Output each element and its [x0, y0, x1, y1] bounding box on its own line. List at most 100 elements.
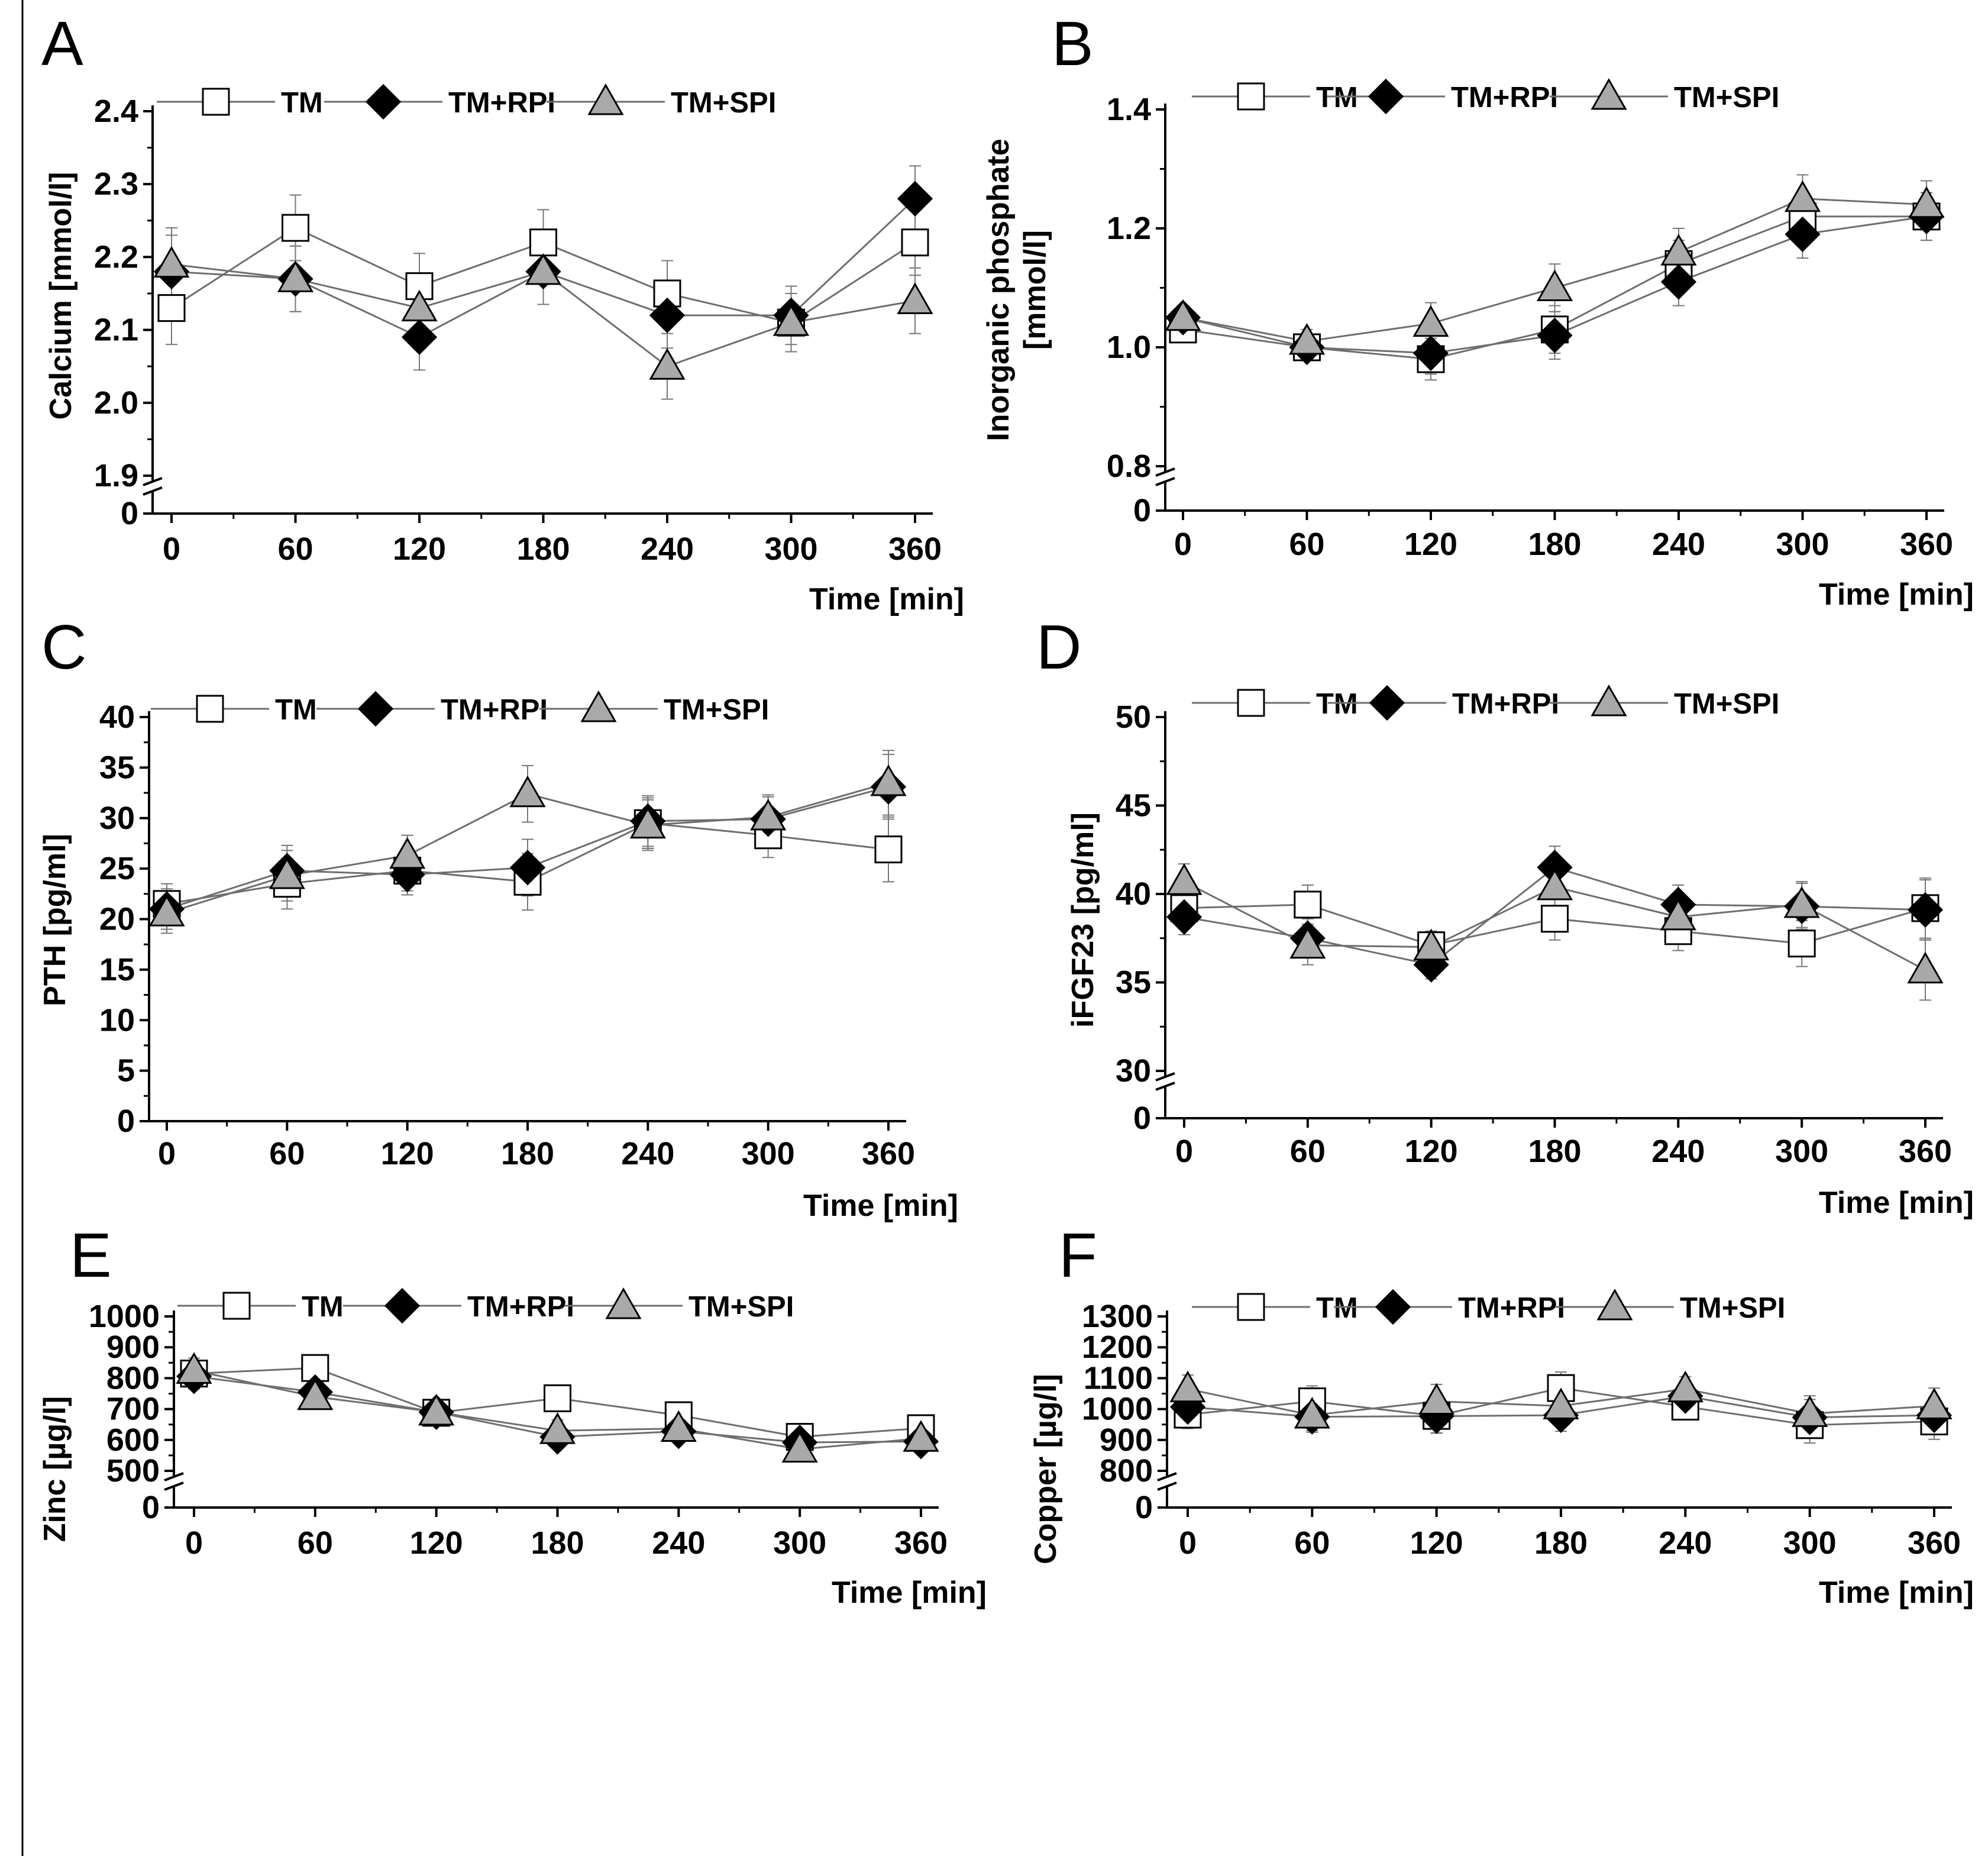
x-tick-label: 180: [501, 1136, 554, 1171]
legend: TM TM+RPI TM+SPI: [1192, 1288, 1785, 1325]
markers-tm-spi: [1166, 863, 1944, 984]
data-point: [277, 260, 314, 292]
data-point: [539, 1412, 576, 1444]
legend-label: TM+RPI: [441, 694, 548, 726]
legend-marker: [1375, 1289, 1411, 1325]
y-tick-label: 900: [1100, 1422, 1153, 1458]
legend-marker: [196, 695, 224, 723]
data-point: [1294, 1397, 1330, 1429]
x-tick-label: 180: [1528, 527, 1581, 562]
y-tick-label-zero: 0: [121, 496, 138, 531]
y-axis-break-mark-1: [143, 477, 163, 486]
x-tick-label: 0: [1174, 527, 1192, 562]
y-tick-label-zero: 0: [1133, 493, 1151, 528]
y-axis-title: Calcium [mmol/l]: [44, 172, 78, 420]
data-point: [176, 1352, 212, 1384]
x-tick-label: 240: [1652, 527, 1705, 562]
y-tick-label: 2.4: [94, 93, 138, 129]
data-point: [1660, 234, 1697, 266]
legend-label: TM+SPI: [671, 87, 776, 119]
x-tick-label: 0: [163, 531, 180, 567]
y-tick-label: 1.4: [1107, 92, 1151, 127]
y-tick-label: 30: [99, 800, 135, 836]
y-axis-break-mark-2: [143, 486, 163, 496]
x-tick-label: 120: [393, 531, 446, 567]
x-tick-label: 360: [1908, 1525, 1961, 1561]
x-tick-label: 0: [185, 1525, 203, 1561]
markers-tm-spi: [153, 246, 933, 380]
y-tick-label: 5: [117, 1053, 135, 1089]
panel-letter: D: [1036, 612, 1082, 682]
x-tick-label: 240: [1651, 1134, 1705, 1169]
legend-label: TM+RPI: [467, 1291, 574, 1323]
y-tick-label: 45: [1116, 788, 1151, 824]
data-point: [649, 297, 686, 334]
legend: TM TM+RPI TM+SPI: [151, 690, 769, 727]
y-tick-label: 40: [99, 699, 135, 735]
y-tick-label-zero: 0: [1135, 1490, 1153, 1525]
x-tick-label: 240: [621, 1136, 674, 1171]
x-tick-label: 300: [742, 1136, 795, 1171]
y-axis-title: Copper [µg/l]: [1029, 1374, 1063, 1564]
data-point: [148, 895, 185, 927]
data-point: [1543, 1387, 1579, 1419]
data-point: [1667, 1370, 1703, 1403]
y-tick-label: 0.8: [1107, 448, 1151, 484]
x-tick-label: 120: [1404, 527, 1457, 562]
x-tick-label: 180: [531, 1525, 584, 1561]
data-point: [1536, 269, 1573, 301]
y-axis-title: Inorganic phosphate[mmol/l]: [981, 138, 1052, 441]
legend-label: TM+SPI: [1674, 82, 1779, 114]
y-axis-break-mark-1: [1155, 1072, 1175, 1082]
data-point: [1289, 927, 1326, 959]
data-point: [509, 850, 546, 886]
data-point: [1785, 216, 1821, 253]
legend-marker: [605, 1287, 642, 1319]
data-point: [1413, 928, 1450, 961]
y-tick-label: 2.3: [94, 166, 138, 202]
legend-marker: [222, 1292, 251, 1320]
x-axis-title: Time [min]: [809, 582, 964, 616]
data-point: [1908, 186, 1945, 218]
data-point: [772, 304, 810, 336]
y-tick-label: 20: [99, 902, 135, 937]
x-tick-label: 300: [1783, 1525, 1837, 1561]
panel-a: A01.92.02.12.22.32.40 60 120 180 240 300 360Ti…: [41, 9, 964, 616]
y-tick-label: 900: [106, 1329, 160, 1365]
y-axis-title-line: [mmol/l]: [1018, 230, 1052, 350]
y-tick-label: 1100: [1084, 1360, 1153, 1396]
x-tick-label: 0: [1175, 1134, 1193, 1169]
data-point: [1916, 1387, 1953, 1419]
legend: TM TM+RPI TM+SPI: [157, 83, 776, 120]
x-tick-label: 60: [277, 531, 313, 567]
data-point: [897, 180, 933, 217]
x-tick-label: 360: [862, 1136, 915, 1171]
data-point: [750, 799, 787, 831]
data-point: [1165, 299, 1201, 331]
y-tick-label: 1.9: [94, 458, 138, 493]
y-tick-label: 15: [99, 952, 135, 987]
y-axis-break-mark-1: [164, 1472, 184, 1481]
data-point: [1784, 180, 1821, 212]
y-tick-label: 600: [106, 1422, 160, 1458]
data-point: [1412, 305, 1449, 337]
markers-tm-spi: [1165, 180, 1945, 355]
x-axis-title: Time [min]: [832, 1576, 987, 1610]
panel-letter: E: [70, 1221, 112, 1290]
legend-marker: [202, 88, 230, 116]
data-point: [269, 857, 305, 889]
legend-marker: [580, 690, 617, 722]
data-point: [297, 1378, 334, 1410]
x-tick-label: 300: [773, 1525, 826, 1561]
legend-marker: [1596, 1288, 1633, 1321]
y-tick-label-zero: 0: [1133, 1100, 1151, 1136]
data-point: [1166, 899, 1203, 935]
panel-b: B 0 0.8 1.0 1.2 1.4 0 60 120 180 240 300 360 Time [mi…: [981, 9, 1974, 612]
legend: TM TM+RPI TM+SPI: [1192, 78, 1779, 115]
y-tick-label: 800: [106, 1360, 160, 1396]
x-tick-label: 180: [516, 531, 570, 567]
panel-letter: B: [1052, 9, 1094, 79]
legend-marker: [1237, 82, 1265, 111]
data-point: [874, 835, 903, 864]
